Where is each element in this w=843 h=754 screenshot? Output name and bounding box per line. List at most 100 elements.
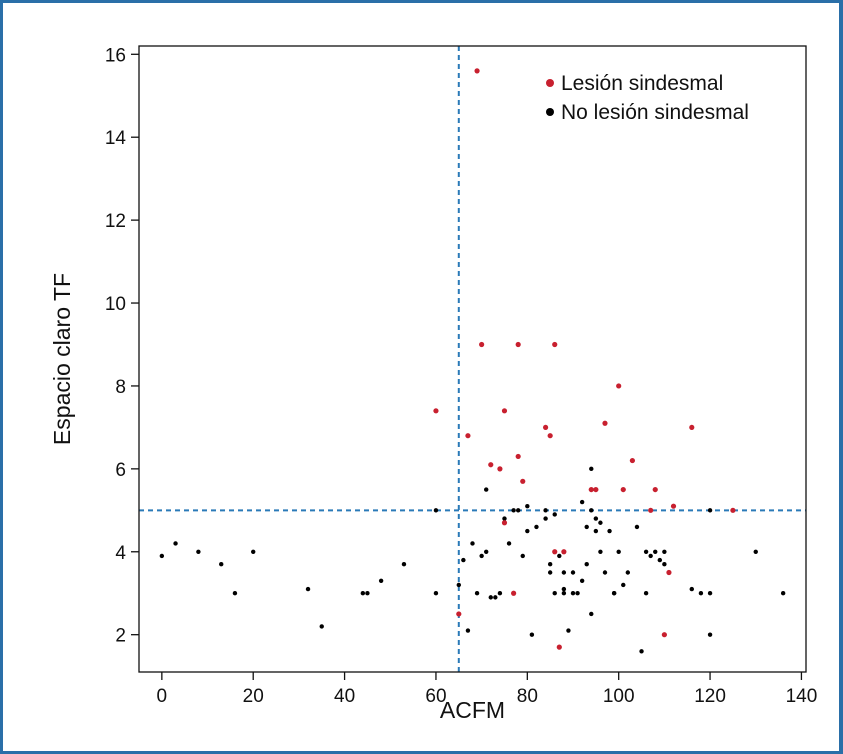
data-point-no-lesion (643, 549, 649, 554)
data-point-no-lesion (493, 595, 498, 600)
legend-marker-no-lesion (546, 108, 554, 116)
x-axis-title: ACFM (440, 697, 505, 723)
data-point-no-lesion (634, 524, 640, 530)
data-point-no-lesion (196, 549, 201, 554)
data-point-lesion (520, 478, 526, 484)
legend-label-lesion: Lesión sindesmal (561, 72, 723, 95)
data-point-lesion (552, 341, 558, 348)
y-tick-label: 10 (105, 294, 126, 315)
data-point-no-lesion (593, 516, 599, 521)
data-point-lesion (497, 466, 503, 472)
data-point-no-lesion (515, 508, 521, 513)
data-point-no-lesion (543, 508, 548, 513)
data-point-no-lesion (547, 562, 553, 567)
data-point-no-lesion (598, 520, 603, 525)
data-point-no-lesion (611, 591, 617, 596)
y-axis-title: Espacio claro TF (49, 273, 75, 445)
x-tick-label: 0 (157, 686, 168, 707)
data-point-no-lesion (780, 591, 786, 596)
data-point-lesion (515, 341, 521, 348)
data-point-no-lesion (525, 503, 530, 509)
data-point-lesion (515, 453, 521, 460)
data-point-lesion (556, 644, 562, 650)
y-tick-label: 4 (115, 543, 126, 564)
data-point-lesion (433, 408, 439, 414)
reference-lines (139, 46, 806, 672)
data-point-no-lesion (625, 570, 631, 575)
data-point-no-lesion (305, 586, 311, 592)
data-point-lesion (620, 486, 626, 493)
data-point-no-lesion (707, 591, 713, 596)
x-tick-label: 20 (243, 686, 264, 707)
ticks: 0 20 40 60 80 100 120 140 2 4 6 8 10 12 14 16 (105, 45, 817, 707)
data-point-no-lesion (232, 591, 238, 596)
data-point-no-lesion (689, 586, 694, 592)
data-point-lesion (616, 383, 622, 389)
data-point-lesion (547, 433, 553, 439)
x-tick-label: 40 (334, 686, 355, 707)
data-point-no-lesion (534, 524, 539, 530)
data-point-no-lesion (461, 557, 466, 563)
y-tick-label: 12 (105, 211, 126, 232)
x-tick-label: 60 (425, 686, 446, 707)
data-point-no-lesion (662, 562, 667, 567)
data-point-no-lesion (433, 591, 439, 596)
data-point-no-lesion (433, 508, 439, 513)
data-point-no-lesion (547, 570, 553, 575)
y-tick-label: 14 (105, 128, 127, 149)
legend: Lesión sindesmal No lesión sindesmal (546, 72, 749, 124)
data-point-no-lesion (602, 570, 608, 575)
data-point-no-lesion (616, 549, 621, 554)
data-point-no-lesion (753, 549, 758, 554)
data-point-no-lesion (598, 549, 603, 554)
data-point-no-lesion (497, 591, 503, 596)
data-point-no-lesion (360, 591, 366, 596)
data-point-no-lesion (525, 528, 530, 534)
x-tick-label: 100 (603, 686, 635, 707)
data-point-lesion (689, 424, 695, 431)
data-point-no-lesion (479, 553, 484, 559)
data-point-no-lesion (707, 632, 713, 637)
data-point-lesion (561, 549, 567, 555)
data-point-lesion (730, 507, 736, 513)
data-point-no-lesion (561, 570, 567, 575)
data-point-no-lesion (593, 528, 599, 534)
data-point-lesion (456, 611, 462, 617)
data-point-no-lesion (589, 611, 594, 617)
data-point-lesion (588, 486, 594, 493)
data-point-no-lesion (488, 595, 493, 600)
x-tick-label: 140 (786, 686, 818, 707)
data-point-lesion (474, 68, 480, 74)
data-point-no-lesion (543, 516, 548, 521)
data-point-lesion (501, 520, 508, 526)
data-point-no-lesion (570, 570, 576, 575)
plot-frame (138, 45, 807, 673)
data-point-no-lesion (698, 591, 704, 596)
x-tick-label: 80 (517, 686, 538, 707)
y-tick-label: 8 (115, 377, 126, 398)
data-point-lesion (488, 462, 494, 468)
data-point-lesion (666, 569, 672, 576)
data-point-no-lesion (561, 591, 567, 596)
data-points (159, 68, 786, 654)
data-point-no-lesion (378, 578, 384, 583)
data-point-no-lesion (707, 508, 713, 513)
y-tick-label: 6 (115, 460, 126, 481)
data-point-no-lesion (219, 562, 224, 567)
data-point-no-lesion (552, 512, 557, 517)
data-point-lesion (511, 590, 517, 596)
y-tick-label: 2 (115, 626, 126, 647)
data-point-no-lesion (484, 549, 489, 554)
legend-marker-lesion (546, 79, 554, 87)
data-point-no-lesion (621, 582, 626, 588)
data-point-no-lesion (639, 649, 644, 654)
data-point-no-lesion (579, 499, 585, 505)
data-point-no-lesion (653, 549, 658, 554)
data-point-lesion (593, 486, 599, 493)
data-point-lesion (648, 507, 654, 513)
data-point-no-lesion (570, 591, 576, 596)
data-point-lesion (542, 424, 549, 431)
data-point-no-lesion (456, 582, 461, 588)
data-point-no-lesion (579, 578, 585, 583)
